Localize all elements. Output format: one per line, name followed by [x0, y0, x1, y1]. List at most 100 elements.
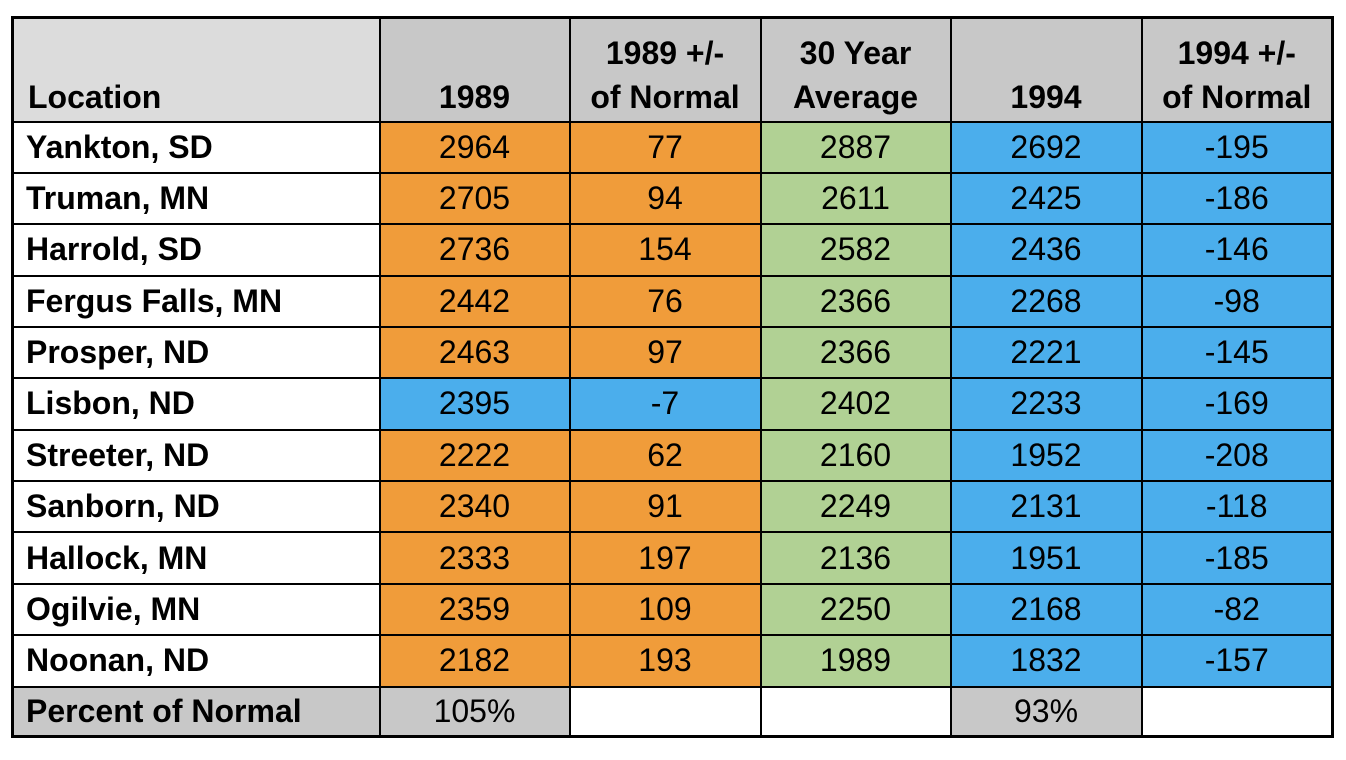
- 30-year-average-cell: 2366: [759, 325, 952, 380]
- header-text: Average: [792, 78, 919, 115]
- location-cell: Ogilvie, MN: [11, 582, 381, 637]
- table-row: Fergus Falls, MN 2442 76 2366 2268 -98: [11, 274, 1334, 328]
- location-cell: Streeter, ND: [11, 428, 381, 483]
- 1994-cell: 2692: [949, 120, 1143, 174]
- 30-year-average-cell: 2887: [759, 120, 952, 174]
- 1989-deviation-cell: 97: [568, 325, 762, 380]
- 1989-percent-cell: 105%: [378, 685, 571, 738]
- 1989-deviation-header: 1989 +/- of Normal: [568, 16, 762, 123]
- header-text: Location: [28, 78, 162, 115]
- 1994-deviation-cell: -146: [1140, 223, 1334, 277]
- 30-year-average-cell: 2611: [759, 171, 952, 226]
- header-text: 1989 +/-: [605, 34, 725, 71]
- table-row: Truman, MN 2705 94 2611 2425 -186: [11, 171, 1334, 226]
- 1989-deviation-cell: 77: [568, 120, 762, 174]
- 30-year-average-cell: 2249: [759, 480, 952, 534]
- 1994-deviation-cell: -157: [1140, 634, 1334, 688]
- table-row: Yankton, SD 2964 77 2887 2692 -195: [11, 120, 1334, 174]
- percent-of-normal-row: Percent of Normal 105% 93%: [11, 685, 1334, 738]
- location-cell: Fergus Falls, MN: [11, 274, 381, 328]
- 1989-cell: 2463: [378, 325, 571, 380]
- table-row: Prosper, ND 2463 97 2366 2221 -145: [11, 325, 1334, 380]
- 1994-deviation-cell: -195: [1140, 120, 1334, 174]
- 1994-cell: 2233: [949, 377, 1143, 431]
- table-row: Harrold, SD 2736 154 2582 2436 -146: [11, 223, 1334, 277]
- location-header: Location: [11, 16, 381, 123]
- 1994-cell: 2221: [949, 325, 1143, 380]
- 1994-header: 1994: [949, 16, 1143, 123]
- 1994-deviation-cell: -98: [1140, 274, 1334, 328]
- empty-cell: [1140, 685, 1334, 738]
- 1989-cell: 2340: [378, 480, 571, 534]
- 1989-cell: 2333: [378, 531, 571, 585]
- 1989-deviation-cell: 109: [568, 582, 762, 637]
- location-cell: Harrold, SD: [11, 223, 381, 277]
- 1989-cell: 2705: [378, 171, 571, 226]
- table-row: Noonan, ND 2182 193 1989 1832 -157: [11, 634, 1334, 688]
- 1994-deviation-cell: -208: [1140, 428, 1334, 483]
- 1994-cell: 2425: [949, 171, 1143, 226]
- header-text: 30 Year: [799, 34, 912, 71]
- 1994-cell: 2131: [949, 480, 1143, 534]
- header-text: of Normal: [590, 78, 740, 115]
- location-cell: Hallock, MN: [11, 531, 381, 585]
- 30-year-average-cell: 2160: [759, 428, 952, 483]
- 1989-deviation-cell: 197: [568, 531, 762, 585]
- 1989-cell: 2222: [378, 428, 571, 483]
- empty-cell: [759, 685, 952, 738]
- 30-year-average-header: 30 Year Average: [759, 16, 952, 123]
- 1989-deviation-cell: -7: [568, 377, 762, 431]
- 30-year-average-cell: 2582: [759, 223, 952, 277]
- 30-year-average-cell: 2136: [759, 531, 952, 585]
- empty-cell: [568, 685, 762, 738]
- location-cell: Noonan, ND: [11, 634, 381, 688]
- 1989-header: 1989: [378, 16, 571, 123]
- table-row: Streeter, ND 2222 62 2160 1952 -208: [11, 428, 1334, 483]
- location-cell: Lisbon, ND: [11, 377, 381, 431]
- location-cell: Truman, MN: [11, 171, 381, 226]
- 1994-cell: 2168: [949, 582, 1143, 637]
- location-cell: Yankton, SD: [11, 120, 381, 174]
- 1994-cell: 1951: [949, 531, 1143, 585]
- location-cell: Sanborn, ND: [11, 480, 381, 534]
- 1994-percent-cell: 93%: [949, 685, 1143, 738]
- 1989-cell: 2359: [378, 582, 571, 637]
- table-row: Ogilvie, MN 2359 109 2250 2168 -82: [11, 582, 1334, 637]
- 1989-deviation-cell: 76: [568, 274, 762, 328]
- 1994-cell: 1832: [949, 634, 1143, 688]
- location-cell: Prosper, ND: [11, 325, 381, 380]
- 1994-cell: 2436: [949, 223, 1143, 277]
- 1994-cell: 1952: [949, 428, 1143, 483]
- table-row: Lisbon, ND 2395 -7 2402 2233 -169: [11, 377, 1334, 431]
- 30-year-average-cell: 1989: [759, 634, 952, 688]
- 1994-deviation-cell: -169: [1140, 377, 1334, 431]
- 1994-deviation-header: 1994 +/- of Normal: [1140, 16, 1334, 123]
- 1989-cell: 2395: [378, 377, 571, 431]
- 1989-cell: 2736: [378, 223, 571, 277]
- header-text: 1994 +/-: [1177, 34, 1296, 71]
- 1989-deviation-cell: 154: [568, 223, 762, 277]
- percent-of-normal-label: Percent of Normal: [11, 685, 381, 738]
- 1989-deviation-cell: 193: [568, 634, 762, 688]
- 1994-deviation-cell: -145: [1140, 325, 1334, 380]
- table-row: Sanborn, ND 2340 91 2249 2131 -118: [11, 480, 1334, 534]
- 1989-cell: 2964: [378, 120, 571, 174]
- 1994-deviation-cell: -82: [1140, 582, 1334, 637]
- 1994-deviation-cell: -185: [1140, 531, 1334, 585]
- 30-year-average-cell: 2366: [759, 274, 952, 328]
- 30-year-average-cell: 2250: [759, 582, 952, 637]
- 1994-deviation-cell: -118: [1140, 480, 1334, 534]
- header-text: 1989: [438, 78, 511, 115]
- 1989-deviation-cell: 62: [568, 428, 762, 483]
- 1994-deviation-cell: -186: [1140, 171, 1334, 226]
- 1989-deviation-cell: 91: [568, 480, 762, 534]
- table-row: Hallock, MN 2333 197 2136 1951 -185: [11, 531, 1334, 585]
- 1989-deviation-cell: 94: [568, 171, 762, 226]
- header-text: of Normal: [1162, 78, 1312, 115]
- 1994-cell: 2268: [949, 274, 1143, 328]
- header-text: 1994: [1010, 78, 1082, 115]
- 30-year-average-cell: 2402: [759, 377, 952, 431]
- gdd-comparison-table: Location 1989 1989 +/- of Normal 30 Year Aver…: [11, 16, 1334, 738]
- 1989-cell: 2182: [378, 634, 571, 688]
- 1989-cell: 2442: [378, 274, 571, 328]
